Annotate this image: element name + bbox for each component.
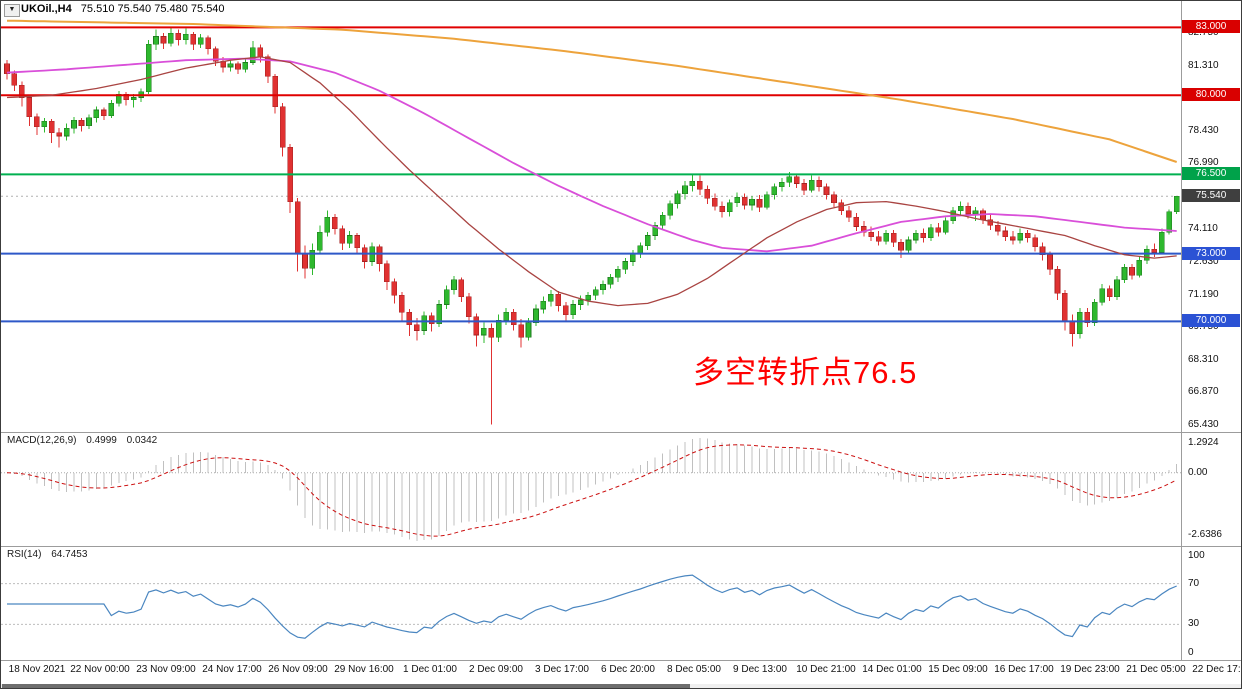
price-badge-73.000: 73.000 bbox=[1182, 246, 1240, 260]
time-label: 29 Nov 16:00 bbox=[334, 664, 394, 675]
chart-title-symbol: UKOil.,H4 bbox=[21, 3, 72, 15]
chart-dropdown-button[interactable]: ▼ bbox=[4, 4, 20, 17]
time-label: 24 Nov 17:00 bbox=[202, 664, 262, 675]
price-axis[interactable]: 82.75081.31078.43076.99074.11072.63071.1… bbox=[1181, 1, 1241, 660]
panel-splitter-rsi-timeaxis[interactable] bbox=[1, 660, 1241, 661]
time-label: 26 Nov 09:00 bbox=[268, 664, 328, 675]
price-label: 76.990 bbox=[1188, 157, 1219, 169]
macd-axis-label: 1.2924 bbox=[1188, 437, 1219, 448]
price-label: 74.110 bbox=[1188, 222, 1218, 234]
time-axis[interactable]: 18 Nov 2021 22 Nov 00:00 23 Nov 09:00 24 No… bbox=[1, 661, 1241, 683]
annotation-text: 多空转折点76.5 bbox=[693, 355, 918, 390]
time-label: 9 Dec 13:00 bbox=[733, 664, 787, 675]
macd-value-main: 0.4999 bbox=[86, 435, 117, 446]
price-label: 78.430 bbox=[1188, 124, 1219, 136]
time-label: 3 Dec 17:00 bbox=[535, 664, 589, 675]
panel-splitter-macd-rsi[interactable] bbox=[1, 546, 1241, 547]
macd-signal-line bbox=[6, 444, 1177, 537]
rsi-indicator-label: RSI(14) bbox=[7, 549, 42, 560]
scrollbar-thumb[interactable] bbox=[2, 684, 690, 688]
macd-value-signal: 0.0342 bbox=[126, 435, 158, 446]
time-label: 16 Dec 17:00 bbox=[994, 664, 1054, 675]
ma-line-slow-ma-orange bbox=[6, 19, 1178, 163]
candlestick-series bbox=[4, 27, 1180, 425]
time-label: 2 Dec 09:00 bbox=[469, 664, 523, 675]
chart-title-ohlc: 75.510 75.540 75.480 75.540 bbox=[80, 3, 225, 15]
time-label: 19 Dec 23:00 bbox=[1060, 664, 1120, 675]
price-label: 71.190 bbox=[1188, 288, 1219, 300]
time-label: 22 Nov 00:00 bbox=[70, 664, 130, 675]
time-label: 1 Dec 01:00 bbox=[403, 664, 457, 675]
panel-splitter-main-macd[interactable] bbox=[1, 432, 1241, 433]
rsi-axis-label: 100 bbox=[1188, 550, 1205, 561]
time-label: 23 Nov 09:00 bbox=[136, 664, 196, 675]
time-label: 15 Dec 09:00 bbox=[928, 664, 988, 675]
time-label: 6 Dec 20:00 bbox=[601, 664, 655, 675]
price-label: 72.630 bbox=[1188, 256, 1219, 267]
time-label: 22 Dec 17:00 bbox=[1192, 664, 1241, 675]
macd-indicator-label: MACD(12,26,9) bbox=[7, 435, 77, 446]
macd-histogram bbox=[13, 438, 1178, 541]
price-label: 68.310 bbox=[1188, 353, 1219, 365]
ma-line-medium-ma-magenta bbox=[6, 57, 1177, 253]
price-badge-83.000: 83.000 bbox=[1182, 20, 1240, 34]
rsi-axis-label: 30 bbox=[1188, 618, 1200, 630]
rsi-line bbox=[7, 574, 1177, 639]
price-badge-70.000: 70.000 bbox=[1182, 314, 1240, 328]
time-label: 21 Dec 05:00 bbox=[1126, 664, 1186, 675]
price-label: 65.430 bbox=[1188, 418, 1219, 430]
macd-axis-label: 0.00 bbox=[1188, 466, 1208, 478]
horizontal-scrollbar[interactable] bbox=[1, 684, 1241, 688]
time-label: 10 Dec 21:00 bbox=[796, 664, 856, 675]
price-badge-80.000: 80.000 bbox=[1182, 88, 1240, 102]
price-label: 81.310 bbox=[1188, 59, 1219, 71]
macd-axis-label: -2.6386 bbox=[1188, 529, 1222, 540]
price-badge-76.500: 76.500 bbox=[1182, 167, 1240, 181]
rsi-axis-label: 0 bbox=[1188, 647, 1194, 658]
price-label: 66.870 bbox=[1188, 386, 1219, 398]
rsi-indicator-label-row: RSI(14) 64.7453 bbox=[7, 549, 94, 560]
price-badge-75.540: 75.540 bbox=[1182, 189, 1240, 203]
rsi-value: 64.7453 bbox=[51, 549, 88, 560]
ma-line-fast-ma-darkred bbox=[6, 56, 1177, 307]
time-label: 8 Dec 05:00 bbox=[667, 664, 721, 675]
macd-indicator-label-row: MACD(12,26,9) 0.4999 0.0342 bbox=[7, 435, 164, 446]
chart-header: UKOil.,H4 75.510 75.540 75.480 75.540 bbox=[21, 3, 225, 15]
time-label: 18 Nov 2021 bbox=[8, 664, 66, 675]
axis-separator bbox=[1181, 1, 1182, 660]
time-label: 14 Dec 01:00 bbox=[862, 664, 922, 675]
rsi-axis-label: 70 bbox=[1188, 577, 1200, 589]
